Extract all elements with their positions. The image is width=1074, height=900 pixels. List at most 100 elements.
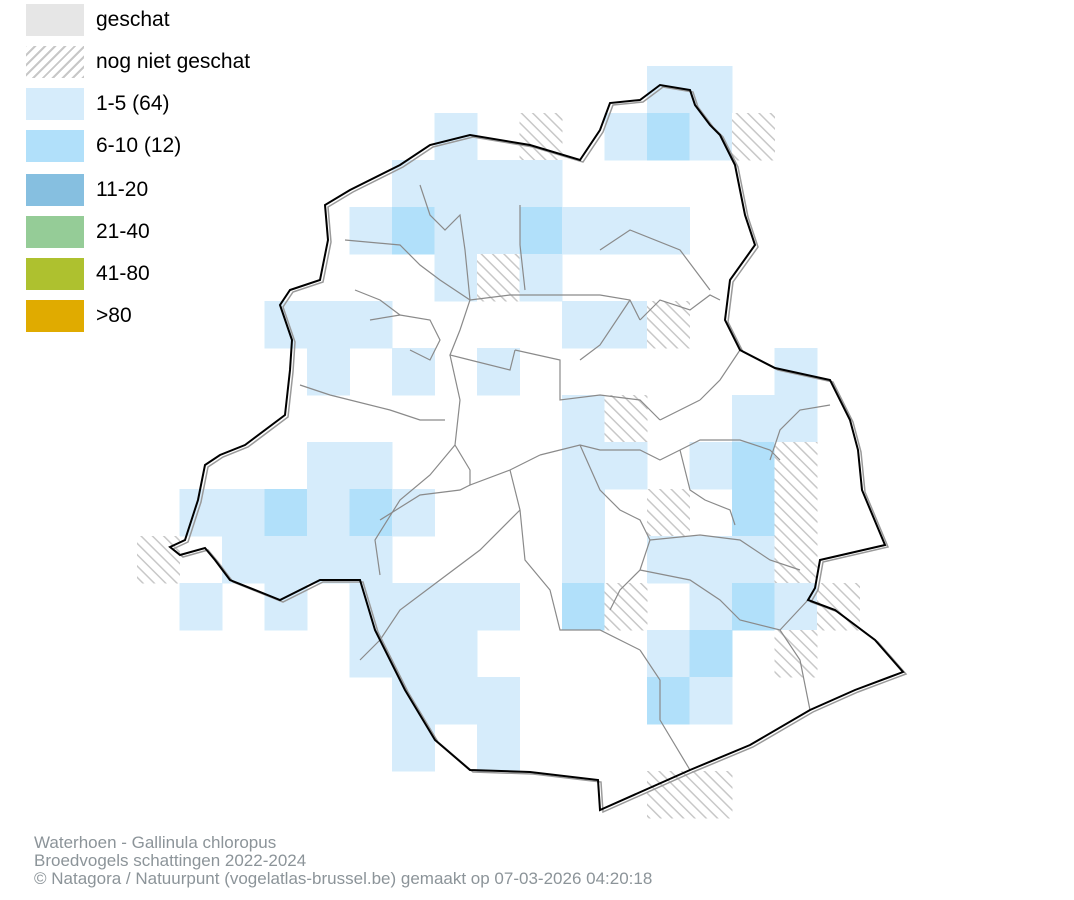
legend-item-80-plus: >80 xyxy=(26,300,326,334)
legend-swatch xyxy=(26,258,84,290)
grid-cell-estimate xyxy=(477,677,520,725)
grid-cell-estimate xyxy=(477,724,520,772)
grid-cell-estimate xyxy=(519,160,563,208)
grid-cell-estimate xyxy=(732,489,775,537)
legend-swatch xyxy=(26,216,84,248)
grid-cell-estimate xyxy=(307,536,350,584)
grid-cell-estimate xyxy=(349,207,393,255)
grid-cell-estimate xyxy=(222,536,265,584)
grid-cell-estimate xyxy=(307,348,350,396)
grid-cell-estimate xyxy=(434,630,478,678)
grid-cell-estimate xyxy=(477,160,520,208)
grid-cell-estimate xyxy=(774,583,818,631)
grid-cell-estimate xyxy=(392,724,435,772)
grid-cell-estimate xyxy=(647,207,690,255)
grid-cell-estimate xyxy=(562,301,605,349)
grid-cell-estimate xyxy=(264,536,308,584)
grid-cell-estimate xyxy=(562,395,605,443)
grid-cell-estimate xyxy=(434,677,478,725)
legend-label: 21-40 xyxy=(96,220,150,243)
grid-cell-estimate xyxy=(689,630,733,678)
legend-swatch-hatched xyxy=(26,46,84,78)
grid-cell-not-estimated xyxy=(647,489,690,537)
grid-cell-estimate xyxy=(477,583,520,631)
grid-cell-not-estimated xyxy=(137,536,180,584)
grid-cell-estimate xyxy=(647,630,690,678)
grid-cell-estimate xyxy=(732,395,775,443)
grid-cell-estimate xyxy=(732,442,775,490)
legend-label: 6-10 (12) xyxy=(96,134,182,157)
legend-swatch xyxy=(26,130,84,162)
grid-cell-not-estimated xyxy=(774,536,818,584)
grid-cell-estimate xyxy=(349,301,393,349)
legend-label: >80 xyxy=(96,304,132,327)
grid-cell-not-estimated xyxy=(647,301,690,349)
grid-cell-estimate xyxy=(689,113,733,161)
grid-cell-not-estimated xyxy=(732,113,775,161)
grid-cell-estimate xyxy=(179,489,223,537)
legend-label: nog niet geschat xyxy=(96,50,251,73)
grid-cell-estimate xyxy=(349,489,393,537)
grid-cell-not-estimated xyxy=(604,583,648,631)
grid-cell-estimate xyxy=(647,536,690,584)
legend-swatch xyxy=(26,300,84,332)
legend-label: 11-20 xyxy=(96,178,149,201)
grid-cell-estimate xyxy=(434,254,478,302)
grid-cell-estimate xyxy=(604,207,648,255)
legend-item-21-40: 21-40 xyxy=(26,216,326,250)
legend-swatch xyxy=(26,174,84,206)
legend-label: 1-5 (64) xyxy=(96,92,170,115)
legend-item-nog-niet-geschat: nog niet geschat xyxy=(26,46,326,80)
legend-item-6-10: 6-10 (12) xyxy=(26,130,326,164)
legend-swatch xyxy=(26,4,84,36)
grid-cell-estimate xyxy=(477,348,520,396)
grid-cell-not-estimated xyxy=(689,771,733,819)
grid-cell-estimate xyxy=(349,536,393,584)
species-name: Waterhoen - Gallinula chloropus xyxy=(34,833,277,852)
grid-cell-estimate xyxy=(434,583,478,631)
grid-cell-estimate xyxy=(732,583,775,631)
grid-cell-estimate xyxy=(307,489,350,537)
legend-swatch xyxy=(26,88,84,120)
grid-cell-estimate xyxy=(477,207,520,255)
grid-cell-estimate xyxy=(647,113,690,161)
grid-cell-estimate xyxy=(562,207,605,255)
grid-cell-estimate xyxy=(434,160,478,208)
grid-cell-estimate xyxy=(604,442,648,490)
legend-item-41-80: 41-80 xyxy=(26,258,326,292)
grid-cell-estimate xyxy=(519,254,563,302)
grid-cell-estimate xyxy=(392,207,435,255)
grid-cell-estimate xyxy=(307,442,350,490)
legend-item-1-5: 1-5 (64) xyxy=(26,88,326,122)
grid-cell-estimate xyxy=(562,536,605,584)
grid-cell-estimate xyxy=(562,583,605,631)
grid-cell-estimate xyxy=(434,207,478,255)
grid-cell-estimate xyxy=(604,113,648,161)
grid-cell-estimate xyxy=(392,583,435,631)
grid-cell-estimate xyxy=(604,301,648,349)
grid-cell-estimate xyxy=(349,630,393,678)
grid-cell-estimate xyxy=(307,301,350,349)
grid-cell-estimate xyxy=(392,348,435,396)
legend-item-geschat: geschat xyxy=(26,4,326,38)
project-name: Broedvogels schattingen 2022-2024 xyxy=(34,851,307,870)
credits: Waterhoen - Gallinula chloropus Broedvog… xyxy=(34,834,652,888)
region-boundary xyxy=(168,83,905,812)
grid-cell-not-estimated xyxy=(647,771,690,819)
grid-cell-estimate xyxy=(562,489,605,537)
grid-cell-estimate xyxy=(519,207,563,255)
grid-cell-estimate xyxy=(392,160,435,208)
municipal-boundaries xyxy=(299,184,831,771)
legend-item-11-20: 11-20 xyxy=(26,174,326,208)
grid-cell-estimate xyxy=(647,677,690,725)
grid-cell-not-estimated xyxy=(774,442,818,490)
grid-cell-estimate xyxy=(689,583,733,631)
grid-cell-not-estimated xyxy=(477,254,520,302)
grid-cell-estimate xyxy=(179,583,223,631)
grid-cell-estimate xyxy=(392,630,435,678)
legend-label: geschat xyxy=(96,8,170,31)
grid-cell-estimate xyxy=(774,395,818,443)
grid-cell-not-estimated xyxy=(774,489,818,537)
grid-cell-estimate xyxy=(689,442,733,490)
